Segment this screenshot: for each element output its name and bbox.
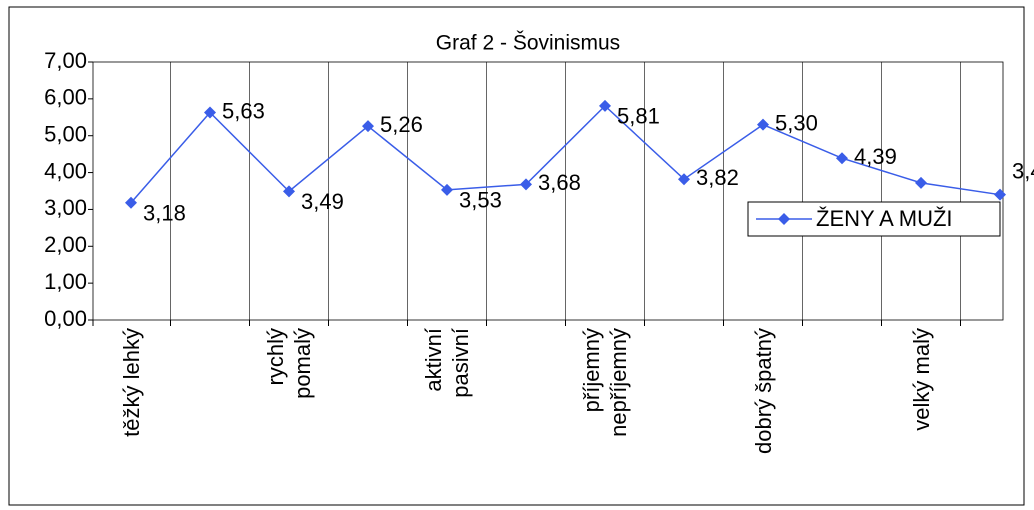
data-point: [678, 173, 690, 186]
plot-area: [92, 61, 1004, 321]
data-label: 5,26: [380, 112, 423, 137]
chart-title: Graf 2 - Šovinismus: [436, 32, 620, 55]
data-label: 5,81: [617, 104, 660, 129]
data-label: 3,40: [1012, 158, 1034, 183]
data-label: 3,49: [301, 189, 344, 214]
y-tick-label: 6,00: [44, 85, 87, 110]
y-tick-label: 5,00: [44, 122, 87, 147]
x-tick-label: velký malý: [908, 328, 934, 431]
data-label: 5,63: [222, 98, 265, 123]
x-tick-label: příjemný nepříjemný: [579, 328, 631, 437]
y-tick-label: 3,00: [44, 195, 87, 220]
data-point: [994, 188, 1006, 201]
data-label: 3,82: [696, 165, 739, 190]
x-tick-label: rychlý pomalý: [263, 328, 315, 399]
y-tick-label: 1,00: [44, 269, 87, 294]
data-point: [441, 183, 453, 196]
y-tick-label: 2,00: [44, 232, 87, 257]
data-label: 3,18: [143, 201, 186, 226]
data-point: [362, 120, 374, 133]
data-label: 5,30: [775, 110, 818, 135]
legend-marker: [778, 213, 790, 225]
series-line: [130, 104, 1001, 204]
x-tick-label: dobrý špatný: [750, 328, 776, 454]
data-point: [283, 185, 295, 198]
data-point: [520, 178, 532, 191]
data-point: [599, 99, 611, 112]
data-label: 3,68: [538, 170, 581, 195]
chart-border: [8, 6, 1025, 506]
data-point: [757, 118, 769, 131]
data-point: [836, 152, 848, 165]
y-tick-label: 0,00: [44, 306, 87, 331]
x-tick-label: aktivní pasivní: [421, 328, 473, 398]
data-point: [915, 176, 927, 189]
legend-label: ŽENY A MUŽI: [816, 206, 953, 231]
data-point: [204, 106, 216, 119]
y-tick-label: 4,00: [44, 158, 87, 183]
data-label: 4,39: [854, 144, 897, 169]
data-point: [125, 196, 137, 209]
x-tick-label: těžký lehký: [118, 328, 144, 437]
y-tick-label: 7,00: [44, 48, 87, 73]
data-label: 3,53: [459, 188, 502, 213]
